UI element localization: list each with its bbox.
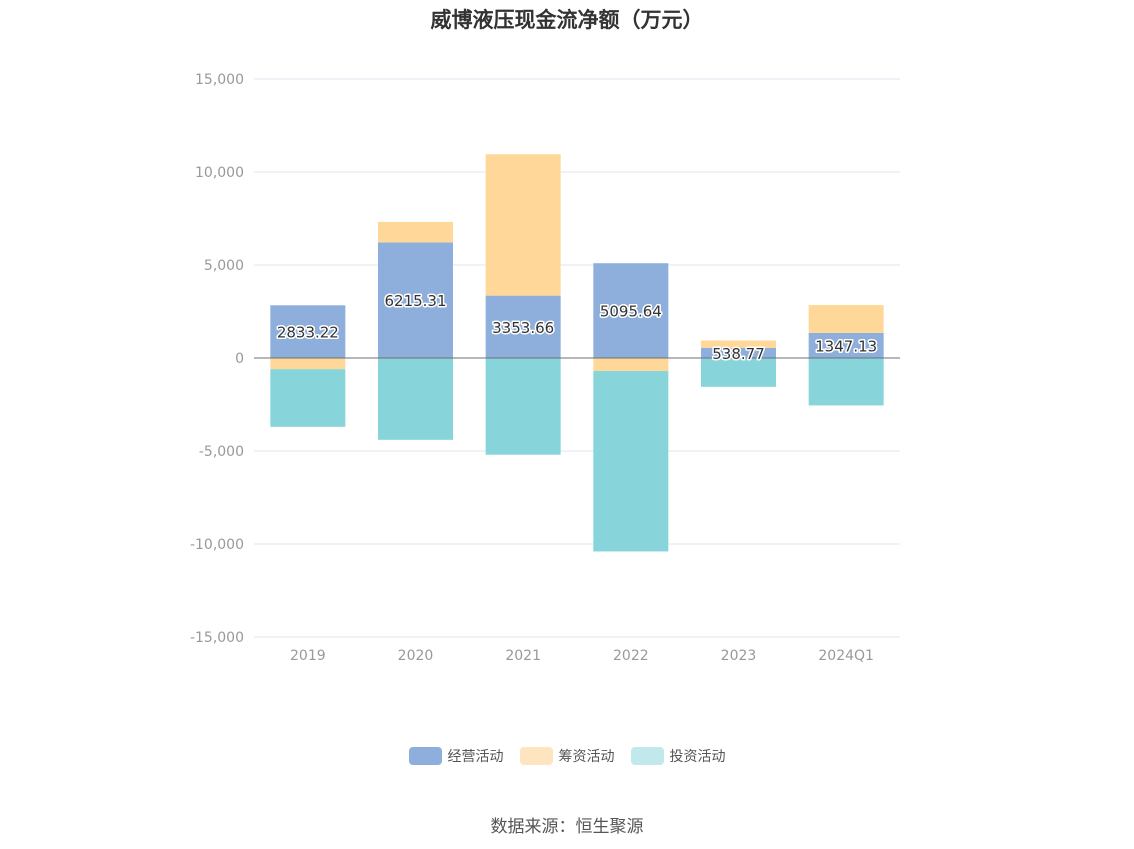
bar-financing-2024Q1 [808, 305, 884, 333]
legend-swatch-investing [630, 747, 664, 765]
bar-financing-2023 [701, 340, 776, 348]
bar-investing-2022 [593, 371, 669, 552]
legend: 经营活动 筹资活动 投资活动 [0, 746, 1134, 766]
data-source: 数据来源：恒生聚源 [490, 817, 644, 837]
data-label: 538.77 [712, 345, 765, 363]
bar-operating-2022 [593, 263, 669, 358]
y-tick-label: 5,000 [204, 258, 244, 274]
y-tick-label: 0 [235, 351, 244, 367]
bar-operating-2019 [270, 305, 346, 358]
x-tick-label: 2020 [398, 648, 434, 664]
bar-operating-2024Q1 [808, 332, 884, 358]
x-tick-label: 2021 [505, 648, 541, 664]
legend-label-financing: 筹资活动 [558, 749, 615, 765]
data-label: 2833.22 [277, 324, 339, 342]
x-tick-label: 2024Q1 [818, 648, 874, 664]
legend-swatch-financing [519, 747, 553, 765]
data-label: 3353.66 [492, 319, 554, 337]
bar-operating-2023 [701, 347, 776, 358]
bar-financing-2020 [378, 221, 453, 243]
bar-operating-2020 [378, 242, 453, 358]
data-label: 6215.31 [384, 292, 446, 310]
bar-operating-2021 [485, 295, 561, 358]
legend-item-operating[interactable]: 经营活动 [408, 746, 504, 766]
bar-investing-2020 [378, 358, 453, 440]
bar-financing-2022 [593, 358, 669, 372]
bar-investing-2023 [701, 358, 776, 387]
bar-investing-2019 [270, 369, 346, 427]
y-tick-label: 15,000 [195, 72, 244, 88]
chart-title: 威博液压现金流净额（万元） [430, 8, 704, 32]
bar-investing-2024Q1 [808, 358, 884, 406]
bar-investing-2021 [485, 358, 561, 455]
legend-item-financing[interactable]: 筹资活动 [519, 746, 615, 766]
y-tick-label: -15,000 [190, 630, 244, 646]
legend-item-investing[interactable]: 投资活动 [630, 746, 726, 766]
y-tick-label: -5,000 [199, 444, 244, 460]
y-tick-label: 10,000 [195, 165, 244, 181]
legend-swatch-operating [408, 747, 442, 765]
x-tick-label: 2023 [721, 648, 757, 664]
legend-label-investing: 投资活动 [669, 749, 726, 765]
data-label: 5095.64 [600, 303, 662, 321]
legend-label-operating: 经营活动 [447, 749, 504, 765]
y-tick-label: -10,000 [190, 537, 244, 553]
x-tick-label: 2022 [613, 648, 649, 664]
bar-financing-2019 [270, 358, 346, 370]
data-label: 1347.13 [815, 337, 877, 355]
x-tick-label: 2019 [290, 648, 326, 664]
bar-financing-2021 [485, 154, 561, 296]
